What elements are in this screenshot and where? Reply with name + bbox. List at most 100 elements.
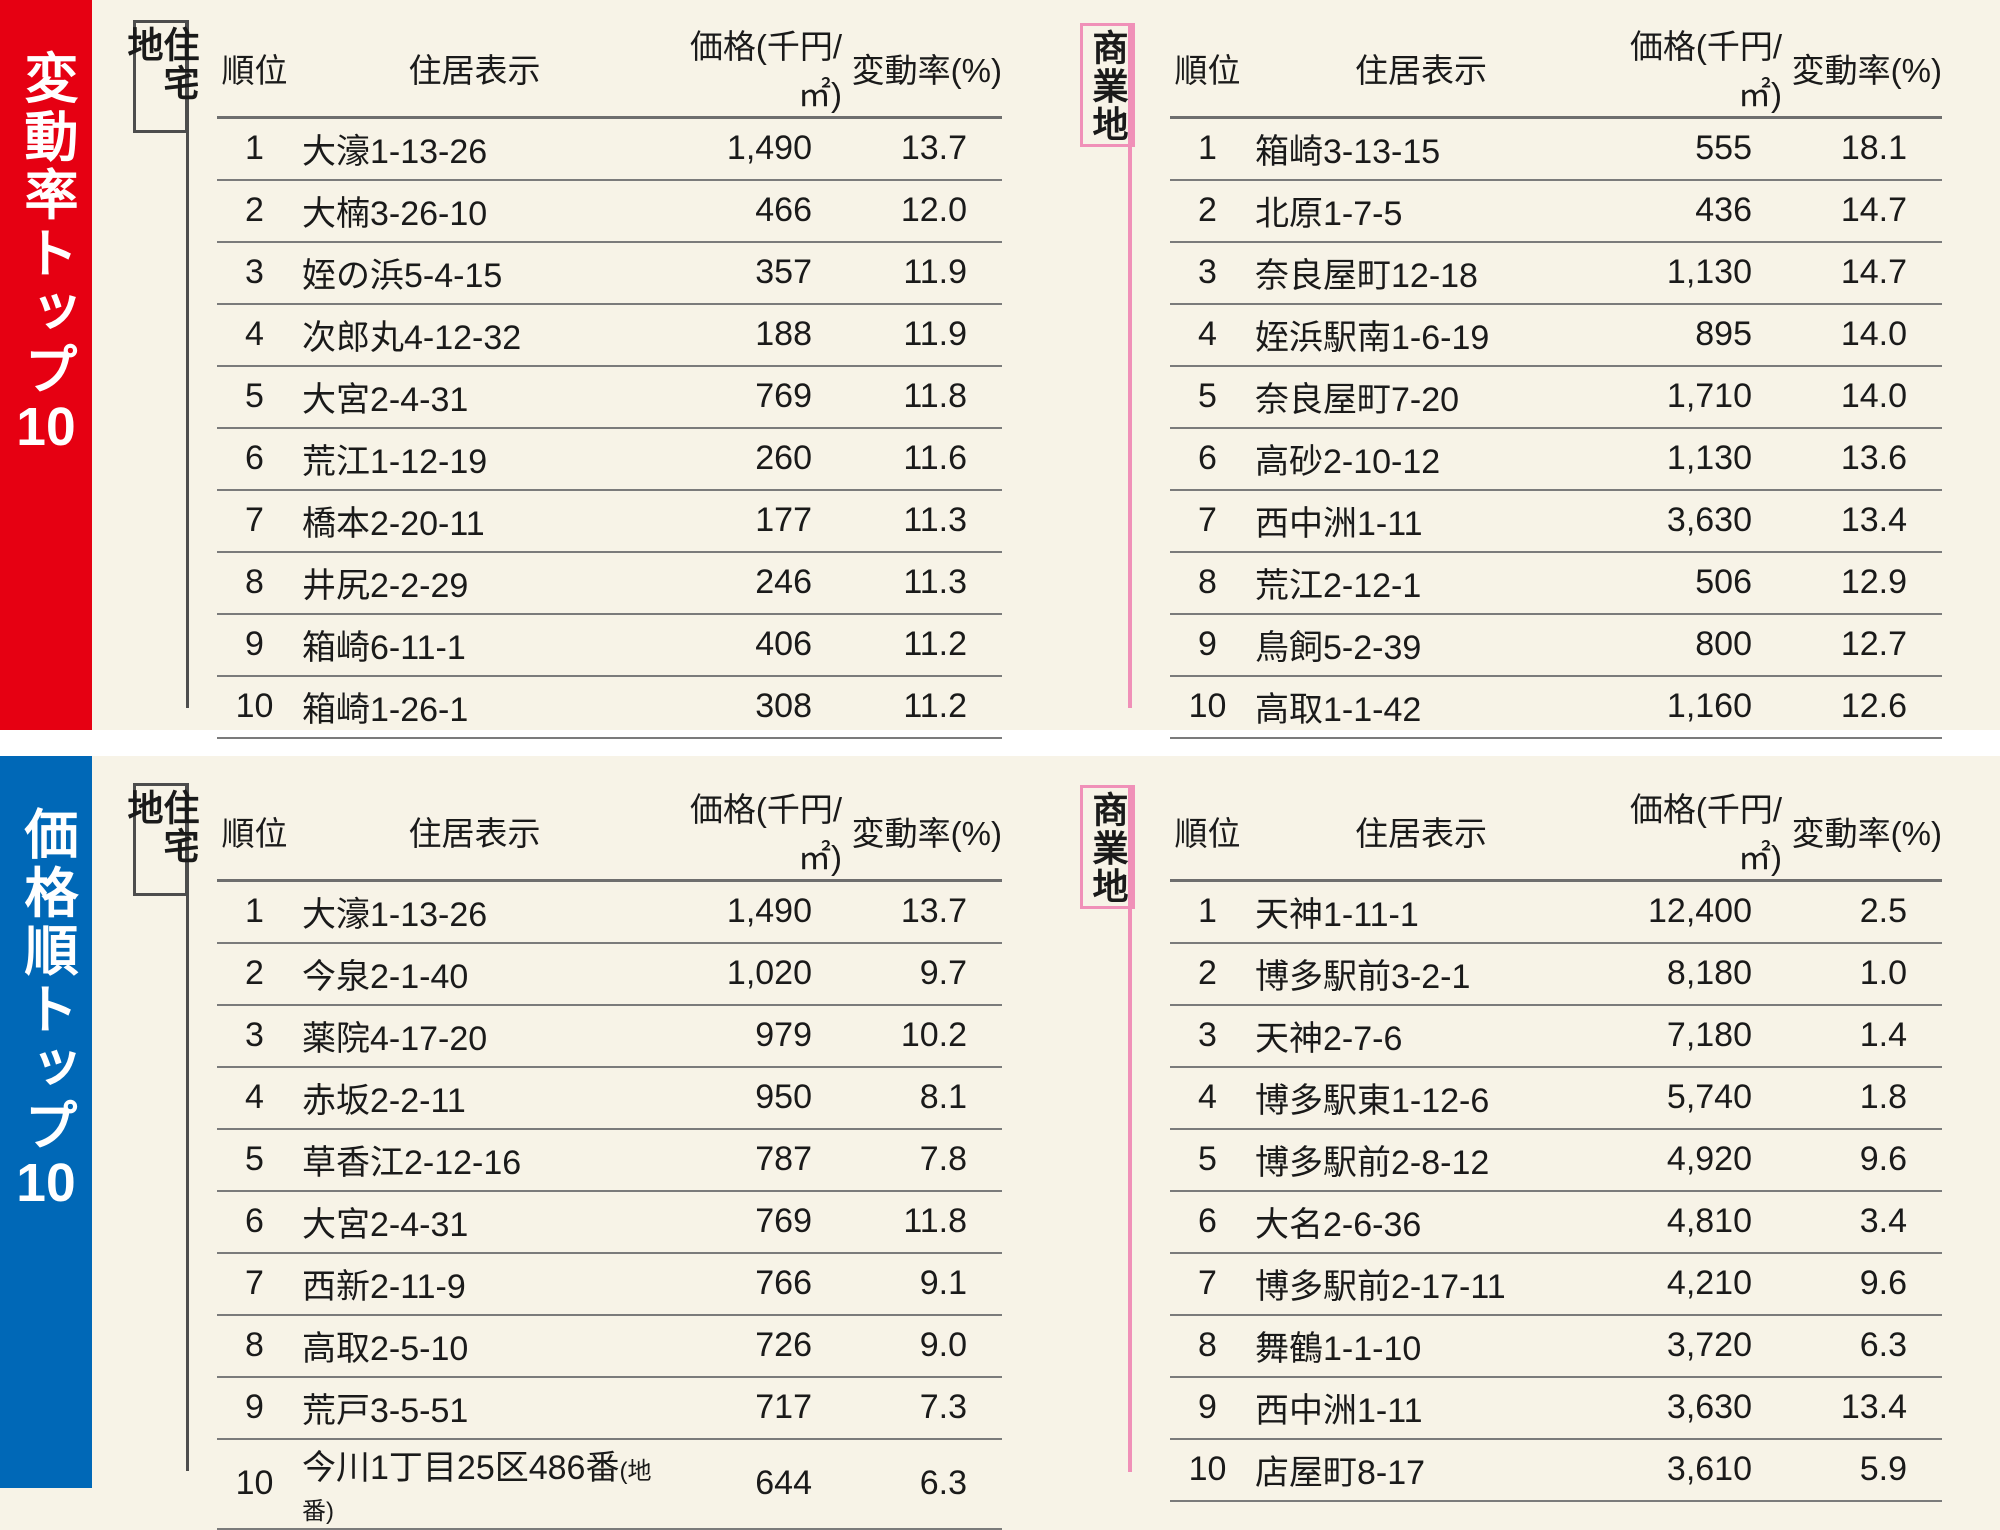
table-row: 10 箱崎1-26-1 308 11.2 (217, 676, 1002, 738)
rate-cell: 9.1 (919, 1264, 967, 1302)
header-address: 住居表示 (1355, 52, 1487, 89)
addr-cell: 奈良屋町12-18 (1255, 257, 1478, 295)
table-row: 7 西中洲1-11 3,630 13.4 (1170, 490, 1942, 552)
rate-cell: 12.6 (1840, 687, 1907, 725)
rate-cell: 1.0 (1859, 954, 1907, 992)
table-row: 9 鳥飼5-2-39 800 12.7 (1170, 614, 1942, 676)
price-cell: 436 (1695, 191, 1752, 229)
addr-cell: 荒江1-12-19 (302, 443, 488, 481)
addr-cell: 箱崎6-11-1 (302, 629, 466, 667)
header-price: 価格(千円/㎡) (689, 791, 842, 876)
rate-cell: 8.1 (919, 1078, 967, 1116)
addr-cell: 井尻2-2-29 (302, 567, 469, 605)
header-rank: 順位 (1174, 52, 1241, 89)
price-cell: 787 (755, 1140, 812, 1178)
addr-cell: 大濠1-13-26 (302, 896, 488, 935)
table-row: 7 橋本2-20-11 177 11.3 (217, 490, 1002, 552)
table-row: 9 荒戸3-5-51 717 7.3 (217, 1377, 1002, 1439)
addr-cell: 天神2-7-6 (1255, 1020, 1403, 1058)
rate-cell: 14.0 (1840, 377, 1907, 415)
addr-cell: 博多駅前2-8-12 (1255, 1144, 1490, 1182)
header-address: 住居表示 (408, 52, 541, 89)
rank-cell: 7 (245, 501, 264, 539)
banner-title-number: 10 (16, 399, 76, 454)
price-cell: 4,210 (1666, 1264, 1752, 1302)
commercial-divider-line (1128, 23, 1132, 708)
price-cell: 4,810 (1666, 1202, 1752, 1240)
banner-price-order-title: 価格順トップ10 (16, 806, 76, 1210)
header-rank: 順位 (1174, 815, 1241, 852)
rate-cell: 6.3 (1859, 1326, 1907, 1364)
table-row: 8 舞鶴1-1-10 3,720 6.3 (1170, 1315, 1942, 1377)
table-change-rate-residential: 順位 住居表示 価格(千円/㎡) 変動率(%) 1 大濠1-13-26 1,490 1… (217, 20, 1002, 739)
price-cell: 769 (755, 377, 812, 415)
header-rate: 変動率(%) (1791, 52, 1942, 89)
table-row: 6 高砂2-10-12 1,130 13.6 (1170, 428, 1942, 490)
table-row: 2 大楠3-26-10 466 12.0 (217, 180, 1002, 242)
table-row: 8 井尻2-2-29 246 11.3 (217, 552, 1002, 614)
rate-cell: 5.9 (1859, 1450, 1907, 1488)
rank-cell: 9 (1198, 1388, 1217, 1426)
category-label-residential: 住宅地 (123, 20, 200, 133)
header-rate: 変動率(%) (1791, 815, 1942, 852)
rank-cell: 2 (245, 191, 264, 229)
header-address: 住居表示 (1355, 815, 1487, 852)
price-cell: 260 (755, 439, 812, 477)
rank-cell: 5 (245, 1140, 264, 1178)
rate-cell: 11.6 (903, 439, 967, 477)
rank-cell: 6 (1198, 439, 1217, 477)
rate-cell: 9.0 (919, 1326, 967, 1364)
rate-cell: 11.2 (903, 625, 967, 663)
addr-cell: 博多駅東1-12-6 (1255, 1082, 1490, 1120)
rate-cell: 14.0 (1840, 315, 1907, 353)
rate-cell: 12.7 (1840, 625, 1907, 663)
rank-cell: 3 (245, 1016, 264, 1054)
rank-cell: 2 (245, 954, 264, 992)
rate-cell: 13.7 (900, 892, 967, 931)
rank-cell: 10 (235, 687, 274, 725)
rate-cell: 2.5 (1859, 892, 1907, 931)
table-row: 7 博多駅前2-17-11 4,210 9.6 (1170, 1253, 1942, 1315)
addr-cell: 西中洲1-11 (1255, 505, 1423, 543)
price-cell: 1,160 (1666, 687, 1752, 725)
addr-cell: 箱崎3-13-15 (1255, 133, 1441, 172)
price-cell: 246 (755, 563, 812, 601)
rank-cell: 8 (1198, 563, 1217, 601)
addr-cell: 荒江2-12-1 (1255, 567, 1422, 605)
price-cell: 1,130 (1666, 439, 1752, 477)
rank-cell: 4 (245, 1078, 264, 1116)
rank-cell: 5 (1198, 1140, 1217, 1178)
header-rank: 順位 (221, 52, 288, 89)
banner-title-text: 価格順トップ (16, 806, 76, 1156)
table-row: 4 赤坂2-2-11 950 8.1 (217, 1067, 1002, 1129)
addr-cell: 次郎丸4-12-32 (302, 319, 522, 357)
rank-cell: 10 (235, 1464, 274, 1502)
rank-cell: 6 (245, 1202, 264, 1240)
price-cell: 766 (755, 1264, 812, 1302)
table-row: 10 高取1-1-42 1,160 12.6 (1170, 676, 1942, 738)
price-cell: 895 (1695, 315, 1752, 353)
price-cell: 3,630 (1666, 501, 1752, 539)
table-row: 4 次郎丸4-12-32 188 11.9 (217, 304, 1002, 366)
rank-cell: 2 (1198, 954, 1217, 992)
price-cell: 466 (755, 191, 812, 229)
header-price: 価格(千円/㎡) (1629, 28, 1782, 113)
addr-cell: 博多駅前2-17-11 (1255, 1268, 1506, 1306)
addr-cell: 鳥飼5-2-39 (1255, 629, 1422, 667)
table-row: 5 博多駅前2-8-12 4,920 9.6 (1170, 1129, 1942, 1191)
rate-cell: 13.7 (900, 129, 967, 168)
rate-cell: 14.7 (1840, 191, 1907, 229)
rate-cell: 6.3 (919, 1464, 967, 1502)
header-price: 価格(千円/㎡) (1629, 791, 1782, 876)
rank-cell: 3 (1198, 1016, 1217, 1054)
table-row: 9 箱崎6-11-1 406 11.2 (217, 614, 1002, 676)
addr-cell: 北原1-7-5 (1255, 195, 1403, 233)
banner-price-order-top10: 価格順トップ10 (0, 756, 92, 1488)
price-cell: 12,400 (1648, 892, 1752, 931)
category-label-commercial: 商業地 (1080, 23, 1135, 147)
table-header-row: 順位 住居表示 価格(千円/㎡) 変動率(%) (217, 20, 1002, 118)
rank-cell: 2 (1198, 191, 1217, 229)
rate-cell: 11.3 (903, 563, 967, 601)
banner-title-number: 10 (16, 1155, 76, 1210)
